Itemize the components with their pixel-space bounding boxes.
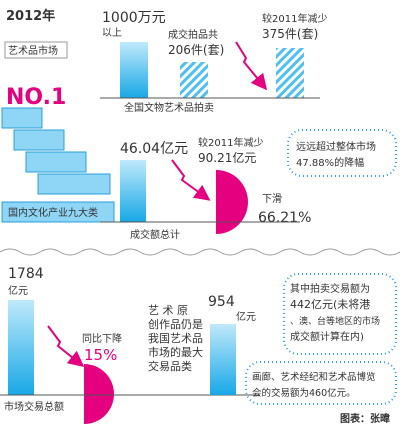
divider xyxy=(0,248,400,256)
arrow xyxy=(171,159,211,201)
market-caption: 市场交易总额 xyxy=(4,400,64,413)
decrease-bar xyxy=(276,48,304,98)
stairs xyxy=(1,107,111,195)
market-drop: 15% xyxy=(84,346,117,364)
turnover-decrease: 90.21亿元 xyxy=(198,150,256,165)
arrow xyxy=(235,41,268,91)
turnover-caption: 成交额总计 xyxy=(130,228,180,241)
rank: NO.1 xyxy=(6,85,66,110)
original-bar xyxy=(210,324,236,395)
market-unit: 亿元 xyxy=(8,284,28,297)
note: 47.88%的降幅 xyxy=(296,156,364,169)
lots: 206件(套) xyxy=(168,43,224,57)
auction-caption: 全国文物艺术品拍卖 xyxy=(124,101,214,114)
drop-label: 下滑 xyxy=(262,193,282,205)
original-text: 我国艺术品 xyxy=(148,332,203,345)
industry: 国内文化产业九大类 xyxy=(8,206,98,219)
note-bubble xyxy=(245,361,397,405)
market: 艺术品市场 xyxy=(8,44,58,57)
original-unit: 亿元 xyxy=(236,310,256,323)
original-text: 创作品仍是 xyxy=(148,318,203,331)
note: 会的交易额为460亿元。 xyxy=(252,387,356,399)
turnover-decrease-label: 较2011年减少 xyxy=(198,136,263,149)
note: 远远超过整体市场 xyxy=(296,140,376,153)
note: 442亿元(未将港 xyxy=(290,298,370,311)
market-box xyxy=(4,41,68,59)
decrease: 375件(套) xyxy=(262,27,318,41)
note: 、澳、台等地区的市场 xyxy=(290,315,380,327)
market-bar xyxy=(8,300,34,395)
amount-bar xyxy=(120,42,148,98)
note: 画廊、艺术经纪和艺术品博览 xyxy=(252,371,376,383)
market-drop-label: 同比下降 xyxy=(82,332,122,345)
original-text: 艺 术 原 xyxy=(148,304,188,317)
drop: 66.21% xyxy=(258,210,311,226)
market-total: 1784 xyxy=(8,266,44,282)
wedge xyxy=(84,364,114,424)
amount: 1000万元 xyxy=(102,10,166,26)
wedge xyxy=(216,170,248,234)
credit: 图表：张暐 xyxy=(340,412,390,425)
note: 其中拍卖交易额为 xyxy=(290,282,370,295)
note: 成交额计算在内) xyxy=(290,330,364,343)
note-bubble xyxy=(287,129,397,177)
year: 2012年 xyxy=(6,8,55,24)
decrease-label: 较2011年减少 xyxy=(262,12,327,25)
original-text: 市场的最大 xyxy=(148,345,203,359)
turnover-total: 46.04亿元 xyxy=(120,141,188,157)
original-text: 交易品类 xyxy=(148,359,192,373)
industry-box xyxy=(1,201,115,223)
arrow xyxy=(47,325,85,367)
amount-unit: 以上 xyxy=(102,27,122,39)
turnover-bar xyxy=(120,160,146,222)
lots-label: 成交拍品共 xyxy=(168,28,218,41)
original-value: 954 xyxy=(208,294,235,310)
lots-bar xyxy=(180,62,208,98)
